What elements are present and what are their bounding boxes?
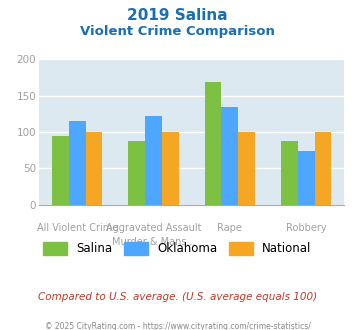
Text: Robbery: Robbery [286, 223, 327, 233]
Bar [69, 121, 86, 205]
Text: Compared to U.S. average. (U.S. average equals 100): Compared to U.S. average. (U.S. average … [38, 292, 317, 302]
Bar [298, 151, 315, 205]
Bar [86, 132, 102, 205]
Bar [222, 107, 238, 205]
Bar [315, 132, 331, 205]
Bar [281, 141, 298, 205]
Bar [129, 142, 145, 205]
Text: Aggravated Assault: Aggravated Assault [106, 223, 201, 233]
Text: All Violent Crime: All Violent Crime [37, 223, 118, 233]
Bar [52, 136, 69, 205]
Text: Murder & Mans...: Murder & Mans... [112, 237, 195, 247]
Text: 2019 Salina: 2019 Salina [127, 8, 228, 23]
Bar [205, 82, 222, 205]
Legend: Salina, Oklahoma, National: Salina, Oklahoma, National [39, 237, 316, 260]
Text: Violent Crime Comparison: Violent Crime Comparison [80, 25, 275, 38]
Bar [145, 116, 162, 205]
Bar [238, 132, 255, 205]
Text: © 2025 CityRating.com - https://www.cityrating.com/crime-statistics/: © 2025 CityRating.com - https://www.city… [45, 322, 310, 330]
Bar [162, 132, 179, 205]
Text: Rape: Rape [217, 223, 242, 233]
